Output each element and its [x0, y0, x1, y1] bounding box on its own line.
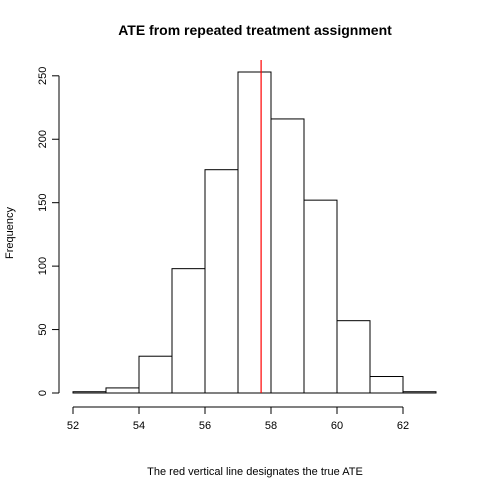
y-tick-label: 100 [37, 257, 49, 275]
y-tick-label: 200 [37, 130, 49, 148]
y-axis: 0 50 100 150 200 250 [37, 67, 60, 396]
histogram-bar [270, 118, 305, 394]
x-tick-label: 54 [133, 420, 145, 432]
x-tick-label: 58 [265, 420, 277, 432]
x-tick-label: 52 [67, 420, 79, 432]
histogram-bar [369, 376, 404, 394]
chart-title: ATE from repeated treatment assignment [118, 22, 392, 38]
y-tick-label: 250 [37, 67, 49, 85]
histogram-bar [204, 169, 239, 394]
histogram-bar [171, 268, 206, 394]
x-tick-label: 62 [397, 420, 409, 432]
x-tick-label: 56 [199, 420, 211, 432]
histogram-bar [72, 391, 107, 394]
y-axis-label: Frequency [4, 207, 16, 259]
x-tick-label: 60 [331, 420, 343, 432]
histogram-bar [105, 387, 140, 394]
y-tick-label: 150 [37, 194, 49, 212]
x-axis-label: The red vertical line designates the tru… [147, 466, 363, 478]
y-tick-label: 50 [37, 323, 49, 335]
x-axis: 52 54 56 58 60 62 [67, 406, 409, 432]
histogram-bar [303, 199, 338, 394]
y-tick-label: 0 [37, 390, 49, 396]
histogram-bars [72, 71, 437, 394]
histogram-bar [336, 320, 371, 394]
histogram-bar [402, 391, 437, 394]
histogram-bar [237, 71, 272, 394]
histogram-bar [138, 355, 173, 394]
